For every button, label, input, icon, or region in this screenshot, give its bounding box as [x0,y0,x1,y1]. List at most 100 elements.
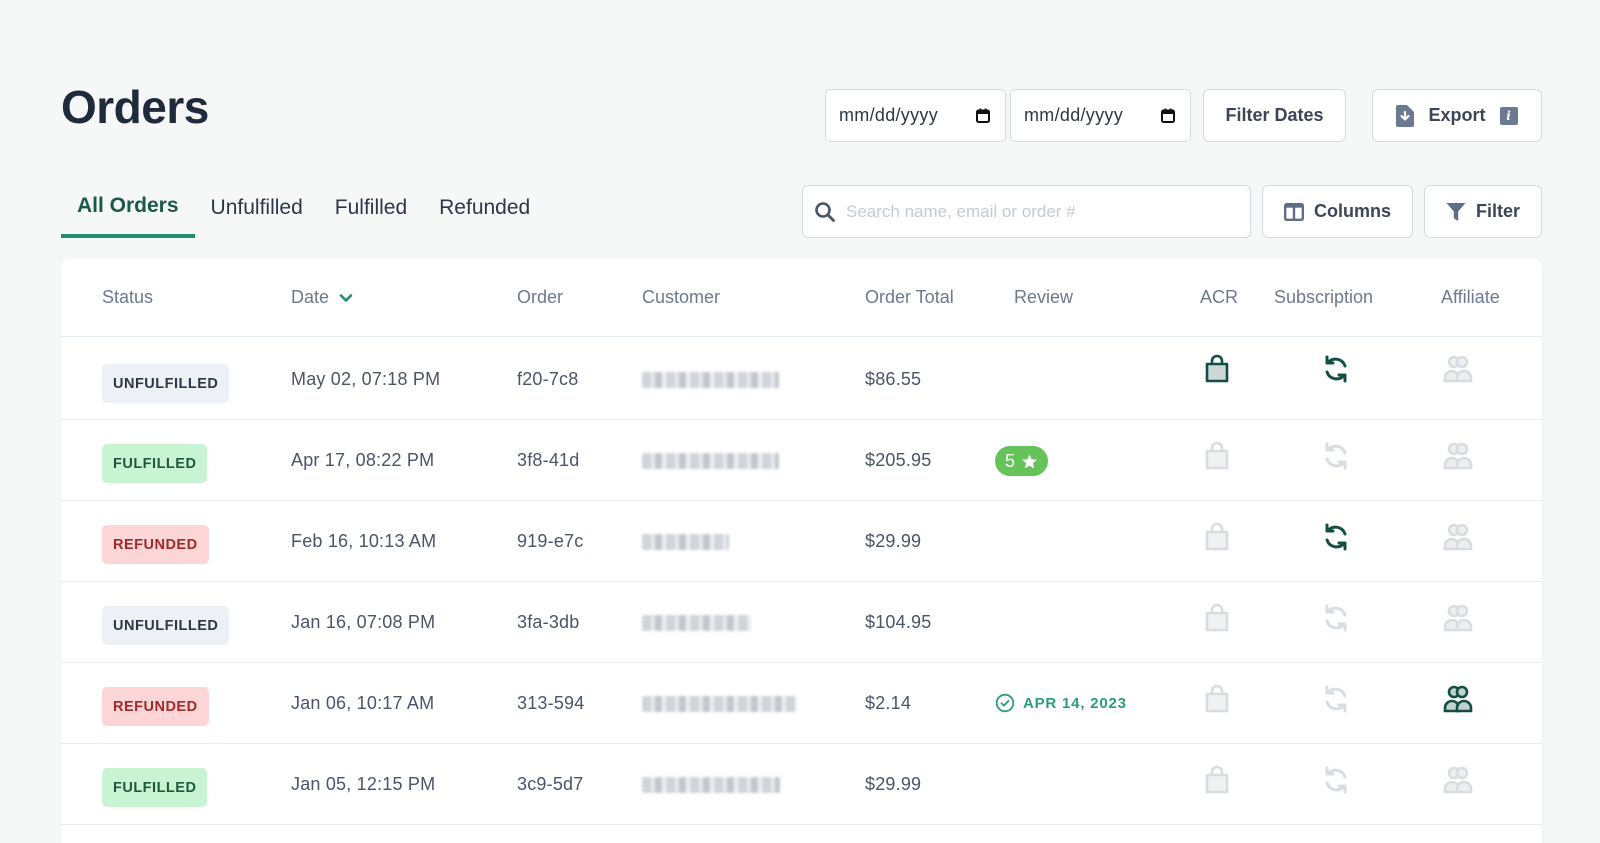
order-total: $86.55 [865,369,922,389]
status-label: REFUNDED [113,698,198,715]
customer-name-redacted[interactable] [642,534,729,550]
columns-button[interactable]: Columns [1262,185,1413,238]
order-date: Feb 16, 10:13 AM [291,531,437,551]
shopping-bag-icon[interactable] [1201,683,1233,715]
status-label: UNFULFILLED [113,617,219,634]
customer-name-redacted[interactable] [642,696,796,712]
sync-icon[interactable] [1320,683,1352,715]
date-to-placeholder: mm/dd/yyyy [1024,105,1124,125]
sync-icon-active[interactable] [1320,521,1352,553]
affiliate-users-icon[interactable] [1442,440,1474,472]
affiliate-users-icon-active[interactable] [1442,683,1474,715]
sync-icon[interactable] [1320,764,1352,796]
affiliate-users-icon[interactable] [1442,764,1474,796]
table-row[interactable]: REFUNDED Jan 06, 10:17 AM 313-594 $2.14 … [61,661,1542,744]
column-header-review[interactable]: Review [1014,287,1073,308]
order-number[interactable]: 3f8-41d [517,450,580,470]
sync-icon[interactable] [1320,602,1352,634]
order-date: Jan 05, 12:15 PM [291,774,436,794]
order-date: May 02, 07:18 PM [291,369,441,389]
column-header-affiliate[interactable]: Affiliate [1441,287,1500,308]
date-from-input[interactable]: mm/dd/yyyy [825,89,1006,142]
column-header-order[interactable]: Order [517,287,563,308]
table-header: Status Date Order Customer Order Total R… [61,259,1542,337]
chevron-down-icon[interactable] [339,293,353,303]
table-row[interactable]: FULFILLED Jan 05, 12:15 PM 3c9-5d7 $29.9… [61,742,1542,825]
status-label: FULFILLED [113,779,197,796]
export-label: Export [1428,105,1486,125]
affiliate-users-icon[interactable] [1442,521,1474,553]
order-date: Apr 17, 08:22 PM [291,450,435,470]
column-header-date[interactable]: Date [291,287,353,308]
shopping-bag-icon-active[interactable] [1201,353,1233,385]
customer-name-redacted[interactable] [642,453,779,469]
search-icon [815,201,835,222]
search-input[interactable] [846,201,1226,222]
order-number[interactable]: f20-7c8 [517,369,579,389]
star-icon [1022,453,1037,468]
filter-label: Filter [1475,201,1520,221]
sync-icon[interactable] [1320,440,1352,472]
status-badge: REFUNDED [102,525,209,564]
shopping-bag-icon[interactable] [1201,440,1233,472]
table-row[interactable]: UNFULFILLED Jan 16, 07:08 PM 3fa-3db $10… [61,580,1542,663]
affiliate-users-icon[interactable] [1442,353,1474,385]
order-tabs: All Orders Unfulfilled Fulfilled Refunde… [61,192,546,238]
order-number[interactable]: 919-e7c [517,531,584,551]
info-icon[interactable]: i [1499,106,1518,125]
calendar-icon[interactable] [975,108,991,124]
column-header-label: Date [291,287,330,307]
filter-dates-label: Filter Dates [1225,105,1324,125]
column-header-order-total[interactable]: Order Total [865,287,954,308]
table-row[interactable]: REFUNDED Feb 16, 10:13 AM 919-e7c $29.99 [61,499,1542,582]
column-header-label: Subscription [1274,287,1374,307]
sync-icon-active[interactable] [1320,353,1352,385]
column-header-label: Order [517,287,564,307]
review-rating: 5 [1005,450,1016,471]
order-total: $2.14 [865,693,912,713]
export-button[interactable]: Export i [1372,89,1542,142]
tab-all-orders[interactable]: All Orders [61,192,195,238]
order-number[interactable]: 3c9-5d7 [517,774,584,794]
column-header-label: Affiliate [1441,287,1500,307]
column-header-status[interactable]: Status [102,287,153,308]
tab-refunded[interactable]: Refunded [439,196,531,219]
affiliate-users-icon[interactable] [1442,602,1474,634]
customer-name-redacted[interactable] [642,777,780,793]
shopping-bag-icon[interactable] [1201,521,1233,553]
date-from-placeholder: mm/dd/yyyy [839,105,939,125]
column-header-acr[interactable]: ACR [1200,287,1238,308]
columns-label: Columns [1313,201,1391,221]
column-header-subscription[interactable]: Subscription [1274,287,1373,308]
order-total: $29.99 [865,774,922,794]
tab-fulfilled[interactable]: Fulfilled [334,196,408,219]
table-row[interactable]: UNFULFILLED May 02, 07:18 PM f20-7c8 $86… [61,337,1542,420]
status-label: REFUNDED [113,536,198,553]
calendar-icon[interactable] [1160,108,1176,124]
funnel-icon [1446,202,1466,221]
date-to-input[interactable]: mm/dd/yyyy [1010,89,1191,142]
order-number[interactable]: 3fa-3db [517,612,580,632]
status-label: UNFULFILLED [113,375,219,392]
status-label: FULFILLED [113,455,197,472]
order-total: $205.95 [865,450,932,470]
status-badge: UNFULFILLED [102,606,230,645]
review-requested-date: APR 14, 2023 [995,693,1127,713]
column-header-customer[interactable]: Customer [642,287,720,308]
order-number[interactable]: 313-594 [517,693,585,713]
search-box[interactable] [802,185,1251,238]
status-badge: REFUNDED [102,687,209,726]
filter-dates-button[interactable]: Filter Dates [1203,89,1346,142]
columns-icon [1283,202,1304,221]
filter-button[interactable]: Filter [1424,185,1542,238]
customer-name-redacted[interactable] [642,615,751,631]
shopping-bag-icon[interactable] [1201,764,1233,796]
column-header-label: Order Total [865,287,954,307]
shopping-bag-icon[interactable] [1201,602,1233,634]
review-rating-badge[interactable]: 5 [995,446,1049,476]
column-header-label: Review [1014,287,1074,307]
tab-unfulfilled[interactable]: Unfulfilled [210,196,303,219]
table-row[interactable]: FULFILLED Apr 17, 08:22 PM 3f8-41d $205.… [61,418,1542,501]
status-badge: FULFILLED [102,768,208,807]
customer-name-redacted[interactable] [642,372,779,388]
